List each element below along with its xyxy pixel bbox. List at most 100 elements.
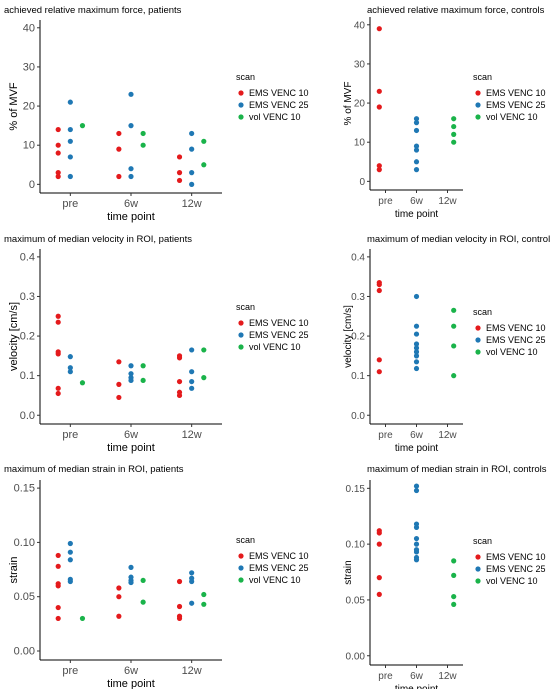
y-tick-label: 0.15 — [14, 483, 35, 495]
series-ems-venc-10 — [55, 313, 183, 401]
data-point — [128, 173, 134, 180]
data-point — [201, 601, 207, 607]
data-point — [189, 578, 195, 585]
data-point — [176, 603, 183, 610]
data-point — [67, 99, 73, 105]
data-point — [67, 578, 73, 585]
legend-swatch — [238, 320, 244, 326]
data-point — [55, 351, 61, 357]
data-point — [413, 341, 420, 347]
legend-swatch — [475, 578, 481, 584]
data-point — [116, 594, 122, 600]
legend: scan EMS VENC 10 EMS VENC 25 vol VENC 10 — [473, 72, 546, 122]
data-point — [55, 173, 61, 180]
series-ems-venc-25 — [67, 91, 195, 187]
legend: scan EMS VENC 10 EMS VENC 25 vol VENC 10 — [236, 302, 309, 352]
legend-label: EMS VENC 10 — [486, 323, 546, 333]
chart-panel-1: achieved relative maximum force, patient… — [4, 5, 309, 223]
data-point — [413, 147, 420, 153]
legend-swatch — [475, 337, 481, 343]
chart-panel-2: achieved relative maximum force, control… — [343, 5, 546, 220]
x-axis-label: time point — [395, 209, 439, 220]
data-point — [451, 601, 457, 608]
series-vol-venc-10 — [79, 347, 207, 386]
data-point — [376, 281, 382, 288]
y-tick-label: 0.1 — [20, 370, 35, 382]
y-tick-label: 40 — [23, 22, 35, 34]
data-point — [189, 570, 195, 576]
data-point — [55, 170, 61, 176]
data-point — [413, 535, 420, 542]
data-point — [413, 331, 420, 337]
data-point — [189, 170, 195, 176]
data-point — [451, 593, 457, 600]
data-point — [116, 359, 122, 365]
y-tick-label: 0.05 — [346, 595, 366, 606]
x-axis-label: time point — [107, 211, 155, 223]
series-ems-venc-10 — [376, 26, 382, 173]
data-point — [413, 483, 420, 489]
data-point — [413, 167, 420, 173]
legend-swatch — [475, 90, 481, 96]
data-point — [55, 615, 61, 622]
legend-swatch — [475, 325, 481, 331]
data-point — [67, 540, 73, 547]
data-point — [376, 167, 382, 173]
chart-title: maximum of median strain in ROI, patient… — [4, 464, 184, 475]
data-point — [451, 373, 457, 379]
y-axis-label: strain — [343, 560, 354, 584]
data-point — [67, 173, 73, 180]
legend-label: EMS VENC 10 — [486, 88, 546, 98]
data-point — [413, 365, 420, 372]
series-ems-venc-10 — [55, 126, 183, 184]
data-point — [55, 390, 61, 397]
data-point — [376, 541, 382, 547]
legend-swatch — [238, 565, 244, 571]
chart-title: maximum of median velocity in ROI, patie… — [4, 234, 192, 245]
y-tick-label: 0.3 — [20, 291, 35, 303]
data-point — [413, 353, 420, 359]
data-point — [67, 549, 73, 555]
x-tick-label: 12w — [438, 430, 457, 441]
series-ems-venc-10 — [376, 280, 382, 375]
data-point — [67, 365, 73, 371]
data-point — [140, 577, 146, 584]
data-point — [413, 345, 420, 351]
data-point — [413, 359, 420, 365]
data-point — [55, 319, 61, 325]
chart-panel-3: maximum of median velocity in ROI, patie… — [4, 234, 309, 454]
data-point — [67, 154, 73, 160]
data-point — [55, 126, 61, 133]
legend-swatch — [238, 553, 244, 559]
data-point — [413, 159, 420, 165]
data-point — [189, 385, 195, 391]
legend-label: EMS VENC 10 — [249, 88, 309, 98]
data-point — [55, 563, 61, 569]
legend-swatch — [475, 349, 481, 355]
chart-title: achieved relative maximum force, patient… — [4, 5, 182, 16]
legend-title: scan — [236, 72, 255, 82]
y-tick-label: 0.2 — [351, 332, 365, 343]
legend-label: EMS VENC 25 — [249, 330, 309, 340]
x-tick-label: 12w — [182, 429, 202, 441]
data-point — [376, 575, 382, 581]
data-point — [116, 381, 122, 387]
series-vol-venc-10 — [79, 123, 207, 168]
y-axis-label: velocity [cm/s] — [343, 305, 354, 368]
legend-title: scan — [473, 72, 492, 82]
data-point — [451, 558, 457, 564]
data-point — [376, 287, 382, 294]
legend-swatch — [475, 102, 481, 108]
series-ems-venc-10 — [55, 552, 183, 622]
data-point — [67, 138, 73, 144]
data-point — [67, 126, 73, 133]
data-point — [116, 613, 122, 619]
data-point — [413, 349, 420, 355]
x-tick-label: pre — [62, 198, 78, 210]
y-tick-label: 20 — [354, 99, 366, 110]
legend-swatch — [238, 114, 244, 120]
legend-swatch — [238, 577, 244, 583]
y-tick-label: 0.00 — [346, 651, 366, 662]
data-point — [176, 615, 183, 622]
legend-swatch — [238, 332, 244, 338]
